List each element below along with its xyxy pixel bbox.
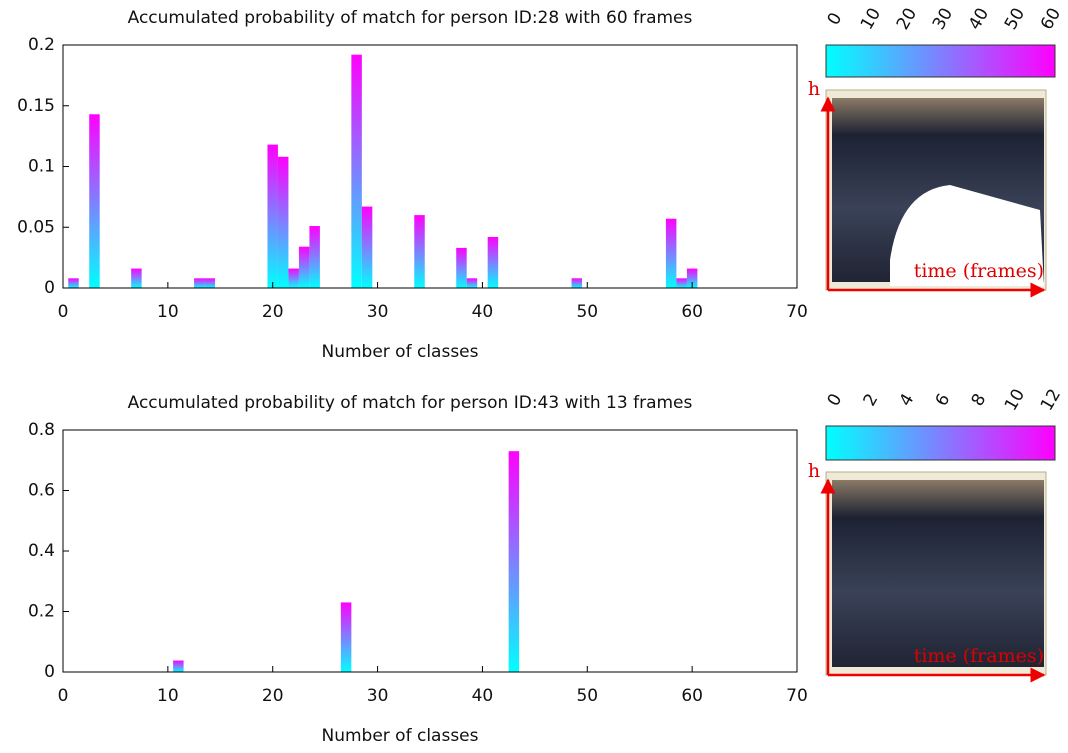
y-tick-label: 0.1 — [28, 157, 55, 177]
bar — [351, 54, 362, 288]
bar — [267, 144, 278, 288]
image-y-label: h — [808, 78, 820, 100]
x-tick-label: 30 — [367, 302, 389, 322]
y-tick-label: 0.2 — [28, 35, 55, 55]
colorbar-tick-label: 4 — [896, 390, 919, 409]
bar — [204, 278, 216, 288]
colorbar-tick-label: 40 — [965, 5, 993, 34]
y-tick-label: 0.6 — [28, 481, 55, 501]
bar — [414, 215, 425, 288]
bar — [456, 247, 467, 288]
bar — [676, 278, 687, 288]
bar — [686, 268, 698, 288]
bar — [89, 114, 100, 288]
colorbar-tick-label: 10 — [1001, 386, 1029, 415]
y-tick-label: 0.15 — [17, 96, 55, 116]
colorbar-tick-label: 8 — [968, 390, 991, 409]
plot-frame — [62, 44, 798, 289]
colorbar-tick-label: 30 — [929, 5, 957, 34]
x-tick-label: 50 — [576, 302, 598, 322]
colorbar-tick-label: 12 — [1037, 386, 1065, 415]
bar — [194, 278, 205, 288]
bar — [288, 268, 299, 288]
image-blank — [890, 185, 1044, 286]
x-tick-label: 60 — [681, 302, 703, 322]
bar — [309, 226, 320, 288]
colorbar-tick-label: 2 — [860, 390, 883, 409]
x-tick-label: 0 — [58, 302, 69, 322]
x-tick-label: 40 — [472, 302, 494, 322]
x-tick-label: 10 — [157, 302, 179, 322]
x-tick-label: 10 — [157, 686, 179, 706]
image-y-label: h — [808, 460, 820, 482]
bar — [571, 278, 583, 288]
bar — [298, 246, 310, 288]
chart-title: Accumulated probability of match for per… — [128, 393, 693, 413]
bar — [466, 278, 478, 288]
bar — [361, 206, 373, 288]
x-axis-label: Number of classes — [321, 726, 478, 746]
colorbar-tick-label: 0 — [824, 390, 847, 409]
bar — [508, 451, 520, 672]
chart-title: Accumulated probability of match for per… — [128, 8, 693, 28]
bar — [340, 602, 352, 672]
bar — [277, 156, 289, 288]
x-tick-label: 50 — [576, 686, 598, 706]
bar — [487, 236, 499, 288]
x-tick-label: 0 — [58, 686, 69, 706]
x-axis-label: Number of classes — [321, 342, 478, 362]
y-tick-label: 0.4 — [28, 541, 55, 561]
bar — [131, 268, 142, 288]
colorbar — [825, 44, 1056, 78]
bar — [68, 278, 79, 288]
y-tick-label: 0.8 — [28, 420, 55, 440]
bar — [665, 218, 677, 288]
colorbar-tick-label: 20 — [893, 5, 921, 34]
x-tick-label: 40 — [472, 686, 494, 706]
colorbar-tick-label: 0 — [824, 9, 847, 28]
x-tick-label: 30 — [367, 686, 389, 706]
x-tick-label: 70 — [786, 686, 808, 706]
colorbar — [825, 425, 1056, 461]
image-x-label: time (frames) — [914, 260, 1044, 282]
y-tick-label: 0.05 — [17, 217, 55, 237]
colorbar-tick-label: 6 — [932, 390, 955, 409]
plot-frame — [62, 429, 798, 673]
x-tick-label: 20 — [262, 686, 284, 706]
bar — [173, 660, 184, 672]
y-tick-label: 0 — [44, 662, 55, 682]
x-tick-label: 60 — [681, 686, 703, 706]
colorbar-tick-label: 10 — [857, 5, 885, 34]
x-tick-label: 20 — [262, 302, 284, 322]
y-tick-label: 0.2 — [28, 602, 55, 622]
image — [832, 480, 1044, 667]
colorbar-tick-label: 60 — [1037, 5, 1065, 34]
colorbar-tick-label: 50 — [1001, 5, 1029, 34]
image-x-label: time (frames) — [914, 645, 1044, 667]
x-tick-label: 70 — [786, 302, 808, 322]
y-tick-label: 0 — [44, 278, 55, 298]
